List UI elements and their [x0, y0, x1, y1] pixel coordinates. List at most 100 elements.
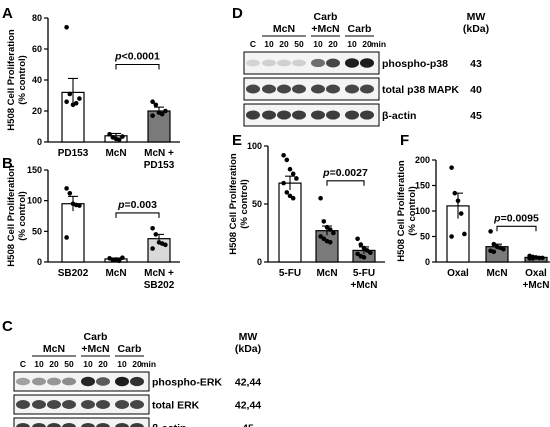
blot-row-mw-c: 45 [242, 423, 254, 427]
category-label-line: PD153 [58, 148, 89, 159]
data-point-b-1 [68, 191, 73, 196]
blot-band-d [277, 85, 291, 94]
data-point-f-3 [531, 256, 536, 261]
category-label-line: McN [316, 268, 337, 279]
blot-lane-label-c: 20 [98, 359, 108, 369]
mw-header-line1: MW [239, 331, 258, 343]
blot-band-d [292, 60, 306, 67]
data-point-a-1 [74, 101, 79, 106]
y-tick-label-b: 0 [37, 257, 42, 267]
category-label-line: 5-FU [279, 268, 301, 279]
blot-row-label-c: phospho-ERK [152, 377, 222, 389]
significance-bracket-f [497, 226, 536, 231]
blot-row-label-d: phospho-p38 [382, 58, 448, 70]
blot-band-c [32, 378, 46, 386]
category-label-e-3: 5-FU +McN [351, 268, 378, 291]
y-tick-label-b: 150 [27, 165, 42, 175]
bar-b-1 [62, 204, 84, 262]
blot-group-label-line: McN [273, 23, 295, 35]
blot-time-unit-d: min [371, 39, 386, 49]
data-point-e-1 [291, 196, 296, 201]
p-value-number: =0.0095 [501, 212, 539, 224]
data-point-e-1 [281, 181, 286, 186]
category-label-a-1: PD153 [58, 148, 89, 159]
panel-label-e: E [232, 132, 242, 149]
y-axis-label-line2: (% control) [239, 179, 250, 229]
blot-group-label-d-3: Carb [348, 23, 372, 35]
data-point-e-1 [291, 172, 296, 177]
panel-label-c: C [2, 318, 13, 335]
p-value-f: p=0.0095 [493, 212, 539, 224]
data-point-e-1 [281, 153, 286, 158]
data-point-b-3 [163, 243, 168, 248]
data-point-e-1 [294, 176, 299, 181]
blot-control-lane-c: C [20, 359, 26, 369]
p-value-b: p=0.003 [117, 199, 157, 211]
blot-band-d [277, 60, 291, 67]
blot-group-label-line: McN [43, 343, 65, 355]
blot-band-d [292, 110, 306, 119]
category-label-line: 5-FU [353, 268, 375, 279]
blot-row-mw-d: 43 [470, 58, 482, 70]
blot-band-c [16, 378, 30, 386]
blot-band-c [81, 377, 95, 386]
blot-row-label-d: total p38 MAPK [382, 84, 459, 96]
significance-bracket-a [116, 65, 159, 70]
panel-label-d: D [232, 5, 243, 22]
blot-row-mw-c: 42,44 [235, 377, 261, 389]
category-label-e-2: McN [316, 268, 337, 279]
blot-lane-label-d: 10 [264, 39, 274, 49]
blot-band-d [360, 85, 374, 94]
blot-band-d [262, 60, 276, 67]
chart-panel-a: H508 Cell Proliferation(% control)020406… [6, 13, 180, 171]
blot-mw-header-d: MW (kDa) [463, 11, 489, 35]
blot-row-mw-c: 42,44 [235, 400, 261, 412]
category-label-b-1: SB202 [58, 268, 89, 279]
y-axis-label-line2: (% control) [17, 55, 28, 105]
p-value-number: <0.0001 [122, 51, 160, 63]
data-point-e-3 [355, 237, 360, 242]
data-point-a-1 [64, 99, 69, 104]
y-tick-label-a: 60 [32, 44, 42, 54]
mw-header-line2: (kDa) [235, 343, 261, 355]
blot-mw-header-c: MW (kDa) [235, 331, 261, 355]
y-axis-label-line1: H508 Cell Proliferation [396, 160, 407, 262]
blot-band-d [246, 60, 260, 67]
blot-band-d [311, 85, 325, 94]
blot-lane-label-c: 10 [117, 359, 127, 369]
blot-time-unit-c: min [141, 359, 156, 369]
blot-band-d [262, 110, 276, 119]
blot-lane-label-c: 10 [34, 359, 44, 369]
data-point-a-3 [163, 109, 168, 114]
data-point-b-3 [150, 226, 155, 231]
data-point-e-2 [322, 219, 327, 224]
y-axis-label-b: H508 Cell Proliferation(% control) [6, 165, 28, 267]
y-tick-label-e: 0 [257, 257, 262, 267]
blot-band-c [16, 400, 30, 409]
category-label-line: +McN [523, 280, 550, 291]
y-axis-label-line1: H508 Cell Proliferation [6, 29, 17, 131]
category-label-f-1: Oxal [447, 268, 469, 279]
data-point-e-1 [285, 158, 290, 163]
data-point-f-1 [449, 234, 454, 239]
category-label-line: SB202 [144, 280, 175, 291]
blot-band-d [326, 85, 340, 94]
y-tick-label-f: 100 [415, 206, 430, 216]
category-label-line: Oxal [447, 268, 469, 279]
data-point-e-2 [331, 231, 336, 236]
blot-control-lane-d: C [250, 39, 256, 49]
blot-band-d [345, 85, 359, 94]
blot-band-d [246, 85, 260, 94]
y-axis-label-line1: H508 Cell Proliferation [228, 153, 239, 255]
data-point-f-3 [540, 256, 545, 261]
blot-group-label-line: Carb [84, 331, 108, 343]
y-tick-label-e: 50 [252, 199, 262, 209]
blot-band-c [130, 377, 144, 386]
y-axis-label-line1: H508 Cell Proliferation [6, 165, 17, 267]
y-tick-label-f: 50 [420, 232, 430, 242]
blot-row-label-c: β-actin [152, 423, 186, 427]
blot-band-c [81, 400, 95, 409]
category-label-line: PD153 [144, 160, 175, 171]
